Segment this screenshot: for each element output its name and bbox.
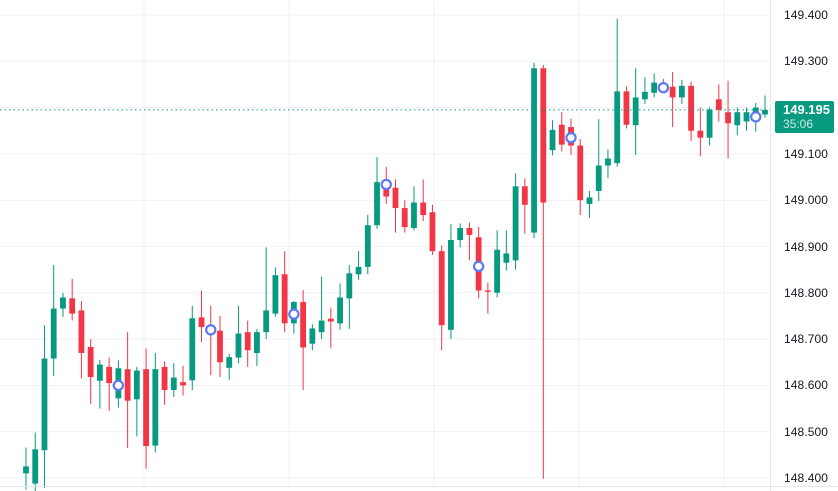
candle-body <box>715 99 722 110</box>
candle-body <box>484 290 491 292</box>
candle-body <box>540 68 547 203</box>
circle-marker[interactable] <box>112 379 125 392</box>
price-axis-label: 149.300 <box>784 54 829 69</box>
time-axis-border <box>0 486 838 487</box>
candle-body <box>762 109 768 115</box>
circle-marker[interactable] <box>380 178 392 191</box>
candle-body <box>327 318 334 322</box>
candle-body <box>124 369 131 401</box>
candle-body <box>586 197 593 204</box>
candle-body <box>346 273 353 299</box>
price-axis-label: 148.400 <box>784 471 829 485</box>
candle-body <box>503 253 510 263</box>
candle-body <box>494 249 501 293</box>
candle-body <box>614 91 621 164</box>
candle-body <box>152 369 159 446</box>
price-axis-label: 149.400 <box>784 8 829 22</box>
candle-body <box>623 91 630 125</box>
candle-body <box>725 112 731 124</box>
candle-body <box>170 377 177 391</box>
candle-body <box>217 330 223 363</box>
candle-body <box>69 298 76 314</box>
countdown-timer: 35:06 <box>783 116 814 131</box>
candle-body <box>226 357 233 368</box>
candle-body <box>87 346 94 378</box>
circle-marker[interactable] <box>205 324 217 336</box>
candle-body <box>420 202 427 216</box>
candle-body <box>337 297 343 324</box>
candle-body <box>23 466 29 474</box>
candle-body <box>41 358 48 451</box>
candle-body <box>429 212 436 252</box>
candle-body <box>521 186 528 205</box>
candle-body <box>448 240 454 330</box>
candle-body <box>180 382 186 386</box>
price-chart-canvas[interactable] <box>0 0 770 491</box>
price-axis[interactable]: 149.400 149.300 149.100 149.000 148.900 148.8… <box>770 0 838 491</box>
candle-body <box>457 227 464 241</box>
candle-body <box>263 310 270 333</box>
candle-body <box>374 182 380 226</box>
price-axis-label: 148.700 <box>784 332 829 347</box>
candle-body <box>734 112 741 126</box>
candle-body <box>577 145 584 201</box>
price-axis-label: 148.600 <box>784 378 829 393</box>
candle-body <box>605 158 611 166</box>
candle-body <box>318 320 325 333</box>
candle-body <box>401 208 408 228</box>
candle-body <box>106 366 113 384</box>
candle-body <box>549 129 556 151</box>
circle-marker[interactable] <box>472 260 485 273</box>
candle-body <box>411 202 417 228</box>
circle-marker[interactable] <box>288 308 300 320</box>
candle-body <box>60 297 66 309</box>
candle-body <box>78 310 85 353</box>
candle-body <box>97 364 103 381</box>
candlestick-plot <box>0 0 770 491</box>
candle-body <box>438 251 445 326</box>
candle-body <box>697 130 704 138</box>
candle-body <box>309 328 316 344</box>
circle-marker[interactable] <box>565 131 577 144</box>
price-axis-label: 148.800 <box>784 285 829 300</box>
candle-body <box>743 112 750 122</box>
circle-marker[interactable] <box>657 81 670 94</box>
price-axis-label: 149.100 <box>784 146 829 161</box>
candle-body <box>300 302 307 348</box>
current-price-value: 149.195 <box>783 101 830 117</box>
candle-body <box>281 274 288 324</box>
candle-body <box>272 275 279 314</box>
candle-body <box>558 124 565 145</box>
current-price-badge: 149.195 35:06 <box>775 100 834 133</box>
candle-body <box>133 370 140 400</box>
candle-body <box>669 86 676 98</box>
candle-body <box>254 332 260 353</box>
price-axis-label: 148.500 <box>784 424 829 439</box>
candle-body <box>678 85 685 98</box>
candle-body <box>392 187 399 209</box>
candle-body <box>688 85 694 131</box>
candle-body <box>512 186 519 261</box>
price-axis-label: 148.900 <box>784 239 829 254</box>
circle-marker[interactable] <box>750 111 762 123</box>
candle-body <box>595 165 602 191</box>
candle-body <box>642 91 648 100</box>
candle-body <box>632 97 639 126</box>
candle-body <box>143 369 149 447</box>
candle-body <box>244 332 251 351</box>
candle-body <box>189 318 196 381</box>
candle-body <box>161 366 168 391</box>
candle-body <box>706 109 713 138</box>
candle-body <box>531 68 537 233</box>
candle-body <box>466 227 473 235</box>
candle-body <box>50 308 57 359</box>
candle-body <box>651 82 658 93</box>
candle-body <box>32 449 39 484</box>
candle-body <box>198 317 205 328</box>
candle-body <box>235 333 242 358</box>
price-axis-label: 149.000 <box>784 193 829 208</box>
candle-body <box>364 225 371 267</box>
candle-body <box>355 266 362 275</box>
